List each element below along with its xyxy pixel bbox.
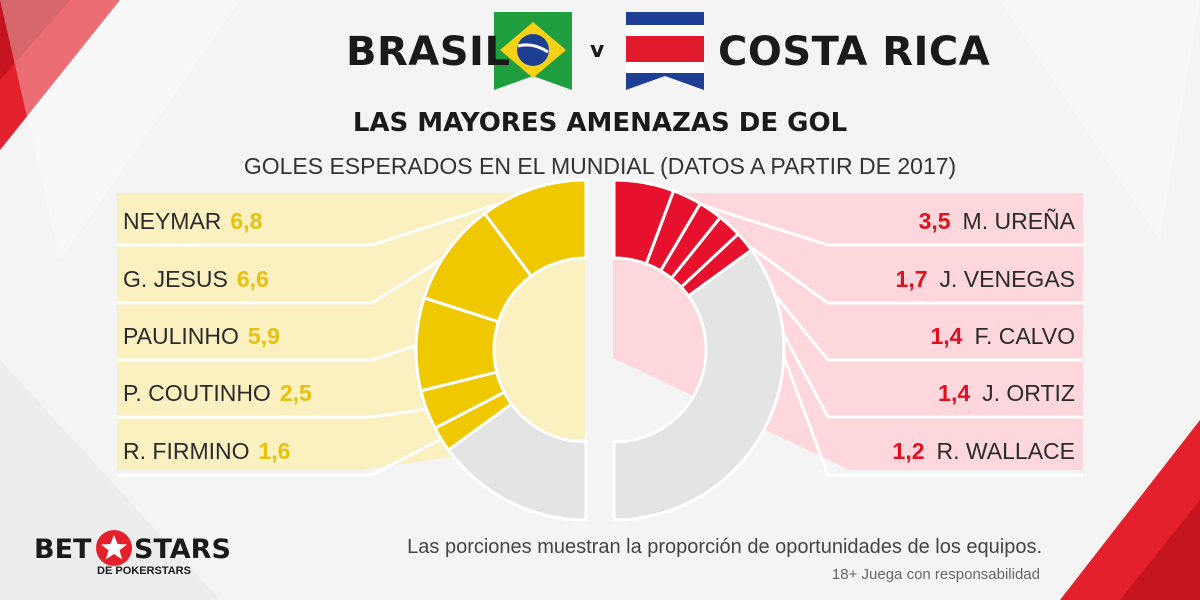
connector-line bbox=[117, 252, 452, 305]
xg-value: 5,9 bbox=[247, 323, 280, 349]
player-name: F. CALVO bbox=[974, 323, 1075, 349]
player-name: R. FIRMINO bbox=[123, 438, 250, 464]
player-name: R. WALLACE bbox=[936, 438, 1075, 464]
xg-value: 2,5 bbox=[279, 380, 312, 406]
costa-rica-player-row: 1,4 F. CALVO bbox=[930, 312, 1075, 360]
xg-value: 1,4 bbox=[938, 380, 971, 406]
player-name: NEYMAR bbox=[123, 208, 222, 234]
costa-rica-player-row: 3,5 M. UREÑA bbox=[919, 197, 1075, 245]
player-name: P. COUTINHO bbox=[123, 380, 271, 406]
footer-note: Las porciones muestran la proporción de … bbox=[407, 536, 1042, 558]
corner-accent-bottom-right-dark bbox=[1120, 500, 1200, 600]
xg-value: 1,2 bbox=[892, 438, 925, 464]
connector-line bbox=[117, 190, 535, 247]
xg-value: 3,5 bbox=[918, 208, 951, 234]
chart-title: LAS MAYORES AMENAZAS DE GOL bbox=[352, 108, 848, 138]
xg-value: 1,6 bbox=[258, 438, 291, 464]
costa-rica-player-row: 1,4 J. ORTIZ bbox=[938, 369, 1075, 417]
star-icon bbox=[101, 535, 127, 560]
connector-line bbox=[117, 407, 431, 419]
donut-remainder bbox=[446, 401, 588, 522]
brasil-player-row: NEYMAR 6,8 bbox=[123, 197, 262, 245]
costa-rica-player-row: 1,7 J. VENEGAS bbox=[896, 255, 1075, 303]
player-name: J. ORTIZ bbox=[982, 380, 1075, 406]
costa-rica-player-row: 1,2 R. WALLACE bbox=[893, 427, 1075, 475]
brasil-player-row: P. COUTINHO 2,5 bbox=[123, 369, 312, 417]
brasil-donut bbox=[414, 178, 588, 522]
logo-text-left: BET bbox=[34, 534, 92, 565]
xg-value: 6,8 bbox=[230, 208, 263, 234]
responsible-gaming-note: 18+ Juega con responsabilidad bbox=[831, 566, 1040, 583]
betstars-logo: BET STARS DE POKERSTARS bbox=[30, 528, 231, 580]
player-name: PAULINHO bbox=[123, 323, 239, 349]
brasil-player-row: G. JESUS 6,6 bbox=[123, 255, 269, 303]
team-right-name: COSTA RICA bbox=[718, 29, 991, 75]
xg-value: 1,4 bbox=[930, 323, 963, 349]
logo-text-right: STARS bbox=[134, 534, 230, 565]
brasil-player-row: R. FIRMINO 1,6 bbox=[123, 427, 290, 475]
xg-value: 6,6 bbox=[236, 266, 269, 292]
versus-label: v bbox=[590, 38, 605, 63]
player-name: J. VENEGAS bbox=[939, 266, 1075, 292]
xg-value: 1,7 bbox=[895, 266, 928, 292]
donut-remainder bbox=[612, 247, 786, 522]
costa-rica-donut bbox=[612, 178, 786, 522]
brasil-player-row: PAULINHO 5,9 bbox=[123, 312, 280, 360]
team-left-name: BRASIL bbox=[346, 29, 511, 75]
connector-line bbox=[117, 342, 421, 362]
chart-subtitle: GOLES ESPERADOS EN EL MUNDIAL (DATOS A P… bbox=[243, 153, 957, 179]
player-name: G. JESUS bbox=[123, 266, 228, 292]
logo-subtext: DE POKERSTARS bbox=[97, 565, 191, 577]
player-name: M. UREÑA bbox=[962, 208, 1075, 234]
costa-rica-flag-icon bbox=[626, 12, 704, 90]
connector-line bbox=[117, 435, 446, 477]
brazil-flag-icon bbox=[494, 12, 572, 90]
corner-accent-top-left-dark bbox=[0, 0, 70, 80]
